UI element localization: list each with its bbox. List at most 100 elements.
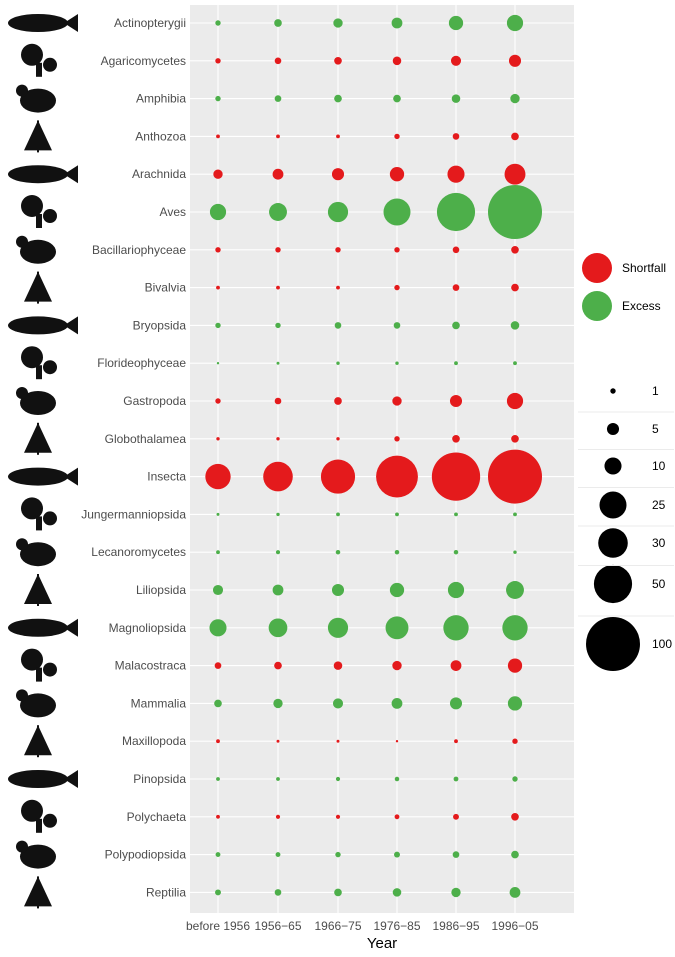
bubble-point xyxy=(511,283,519,292)
bubble-point xyxy=(394,776,400,782)
bubble-point xyxy=(395,739,399,743)
bubble-point xyxy=(431,452,481,501)
y-tick-label: Agaricomycetes xyxy=(101,54,186,68)
silhouette-icon xyxy=(24,876,52,909)
bubble-point xyxy=(452,284,460,291)
bubble-point xyxy=(436,192,476,232)
taxon-silhouettes xyxy=(8,14,78,909)
bubble-point xyxy=(450,660,462,671)
x-axis-title: Year xyxy=(367,935,397,952)
bubble-point xyxy=(214,699,222,708)
bubble-point xyxy=(274,397,282,405)
bubble-point xyxy=(335,814,341,819)
y-tick-label: Florideophyceae xyxy=(97,356,186,370)
silhouette-icon xyxy=(16,387,56,415)
bubble-point xyxy=(275,814,281,819)
bubble-point xyxy=(394,436,400,442)
bubble-point xyxy=(449,394,463,408)
y-tick-label: Maxillopoda xyxy=(122,734,186,748)
bubble-point xyxy=(513,361,517,366)
bubble-point xyxy=(335,247,341,253)
size-legend-label: 10 xyxy=(652,459,666,473)
silhouette-icon xyxy=(8,14,78,32)
bubble-point xyxy=(336,739,340,743)
bubble-point xyxy=(488,449,542,504)
bubble-point xyxy=(506,392,524,410)
bubble-point xyxy=(276,285,280,290)
silhouette-icon xyxy=(24,422,52,455)
bubble-point xyxy=(205,463,231,490)
bubble-point xyxy=(215,398,221,404)
bubble-point xyxy=(333,18,343,28)
y-tick-label: Reptilia xyxy=(146,885,186,899)
bubble-point xyxy=(392,396,402,406)
bubble-point xyxy=(215,889,221,896)
bubble-point xyxy=(452,851,460,858)
bubble-point xyxy=(336,437,340,441)
bubble-point xyxy=(512,776,518,782)
bubble-point xyxy=(511,812,519,821)
silhouette-icon xyxy=(21,648,57,682)
bubble-point xyxy=(394,284,400,291)
color-legend-label: Shortfall xyxy=(622,261,666,275)
bubble-point xyxy=(511,434,519,443)
silhouette-icon xyxy=(16,235,56,264)
bubble-point xyxy=(393,322,401,329)
x-tick-label: 1956−65 xyxy=(254,919,301,933)
bubble-point xyxy=(513,512,517,517)
silhouette-icon xyxy=(16,84,56,113)
bubble-point xyxy=(336,285,340,290)
bubble-point xyxy=(215,95,221,102)
bubble-point xyxy=(274,57,282,65)
size-legend-key xyxy=(598,528,628,558)
bubble-point xyxy=(334,94,342,103)
bubble-point xyxy=(395,512,399,517)
size-legend-label: 100 xyxy=(652,637,672,651)
color-legend-label: Excess xyxy=(622,299,661,313)
bubble-point xyxy=(394,247,400,253)
silhouette-icon xyxy=(8,770,78,788)
bubble-point xyxy=(502,615,528,641)
bubble-point xyxy=(392,56,402,66)
bubble-point xyxy=(331,168,345,181)
bubble-point xyxy=(336,134,340,139)
color-legend: Shortfall Excess xyxy=(578,248,674,328)
bubble-point xyxy=(216,134,220,139)
bubble-point xyxy=(452,434,460,443)
bubble-point xyxy=(507,696,523,711)
x-axis-tick-labels: before 1956 1956−65 1966−75 1976−85 1986−95 1… xyxy=(186,919,539,933)
bubble-point xyxy=(336,512,340,517)
bubble-point xyxy=(389,167,405,182)
bubble-point xyxy=(327,617,349,638)
bubble-point xyxy=(216,361,220,365)
bubble-point xyxy=(276,361,280,365)
bubble-point xyxy=(334,322,342,329)
bubble-point xyxy=(216,437,220,441)
bubble-point xyxy=(334,888,342,897)
bubble-point xyxy=(335,549,341,555)
color-legend-key xyxy=(582,291,612,321)
bubble-point xyxy=(394,814,400,820)
bubble-point xyxy=(275,247,281,253)
bubble-point xyxy=(389,582,405,598)
silhouette-icon xyxy=(21,799,57,833)
y-tick-label: Gastropoda xyxy=(123,394,186,408)
silhouette-icon xyxy=(21,346,57,380)
bubble-point xyxy=(395,361,399,365)
silhouette-icon xyxy=(24,574,52,606)
bubble-point xyxy=(394,549,400,555)
bubble-point xyxy=(216,777,220,781)
bubble-point xyxy=(335,851,341,858)
bubble-point xyxy=(333,661,343,670)
silhouette-icon xyxy=(8,165,78,184)
bubble-point xyxy=(443,615,469,641)
y-tick-label: Magnoliopsida xyxy=(109,621,187,635)
bubble-point xyxy=(215,247,221,253)
bubble-point xyxy=(453,776,459,782)
bubble-point xyxy=(268,618,288,638)
bubble-point xyxy=(274,95,282,102)
bubble-point xyxy=(448,15,464,31)
y-tick-label: Insecta xyxy=(147,470,186,484)
bubble-point xyxy=(276,134,280,139)
silhouette-icon xyxy=(16,840,56,869)
